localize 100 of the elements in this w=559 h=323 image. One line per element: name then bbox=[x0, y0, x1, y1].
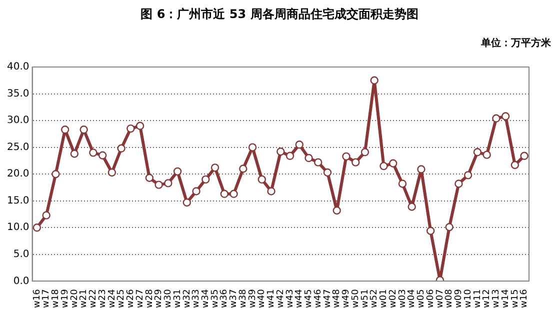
x-tick-label: w50 bbox=[350, 288, 361, 308]
point bbox=[398, 180, 407, 188]
x-tick-label: w01 bbox=[379, 289, 390, 308]
x-tick-label: w42 bbox=[276, 289, 286, 308]
x-tick-label: w34 bbox=[201, 288, 211, 308]
point bbox=[286, 152, 294, 160]
x-tick-label: w51 bbox=[360, 289, 370, 308]
x-tick-label: w06 bbox=[426, 288, 436, 308]
x-tick-label: w08 bbox=[444, 288, 455, 308]
point bbox=[80, 126, 88, 134]
point bbox=[267, 187, 276, 196]
x-tick-label: w14 bbox=[500, 288, 511, 308]
x-tick-label: w46 bbox=[313, 288, 324, 308]
point bbox=[145, 174, 154, 182]
x-tick-label: w45 bbox=[304, 289, 314, 308]
y-tick-label: 35.0 bbox=[7, 88, 30, 100]
y-tick-label: 10.0 bbox=[7, 222, 30, 234]
x-tick-label: w49 bbox=[342, 288, 352, 308]
x-tick-label: w47 bbox=[322, 289, 333, 308]
x-tick-label: w52 bbox=[370, 289, 380, 308]
x-tick-label: w28 bbox=[144, 288, 155, 308]
point bbox=[202, 175, 210, 184]
chart-title: 图 6：广州市近 53 周各周商品住宅成交面积走势图 bbox=[140, 6, 420, 23]
text: 单位：万平方米 bbox=[481, 36, 551, 50]
x-tick-label: w07 bbox=[435, 289, 446, 308]
point bbox=[445, 223, 454, 232]
x-tick-label: w38 bbox=[238, 288, 248, 308]
x-tick-label: w11 bbox=[472, 289, 483, 308]
x-tick-label: w04 bbox=[407, 288, 418, 308]
point bbox=[380, 162, 388, 170]
x-tick-label: w05 bbox=[416, 289, 427, 308]
x-tick-label: w44 bbox=[294, 288, 305, 308]
point bbox=[258, 175, 266, 184]
x-tick-label: w18 bbox=[51, 288, 62, 308]
point bbox=[230, 190, 238, 198]
point bbox=[510, 160, 520, 170]
x-tick-label: w41 bbox=[266, 289, 277, 308]
x-tick-label: w20 bbox=[70, 288, 80, 308]
point bbox=[98, 151, 107, 160]
x-tick-label: w23 bbox=[98, 289, 108, 308]
point bbox=[239, 164, 248, 173]
x-tick-label: w16 bbox=[520, 288, 530, 308]
point bbox=[389, 159, 398, 168]
point bbox=[304, 154, 313, 162]
point bbox=[42, 211, 50, 220]
point bbox=[182, 198, 192, 207]
point bbox=[426, 226, 435, 235]
y-tick-label: 0.0 bbox=[13, 276, 30, 287]
point bbox=[482, 150, 491, 159]
point bbox=[126, 124, 135, 133]
point bbox=[473, 148, 482, 156]
x-tick-label: w22 bbox=[88, 289, 99, 308]
point bbox=[360, 148, 370, 156]
x-tick-label: w36 bbox=[220, 288, 230, 308]
point bbox=[210, 164, 220, 172]
x-tick-label: w43 bbox=[285, 289, 296, 308]
point bbox=[70, 150, 79, 158]
point bbox=[370, 76, 378, 84]
y-tick-label: 20.0 bbox=[7, 168, 30, 180]
x-tick-label: w19 bbox=[60, 288, 70, 308]
x-tick-label: w09 bbox=[454, 288, 464, 308]
point bbox=[314, 158, 322, 166]
y-tick-label: 30.0 bbox=[7, 115, 30, 126]
point bbox=[52, 170, 60, 178]
point bbox=[501, 112, 510, 120]
point bbox=[117, 144, 126, 152]
x-tick-label: w29 bbox=[154, 288, 164, 308]
point bbox=[323, 168, 332, 177]
x-tick-label: w40 bbox=[257, 288, 268, 308]
y-tick-label: 15.0 bbox=[7, 195, 30, 206]
point bbox=[332, 206, 341, 215]
x-tick-label: w48 bbox=[332, 288, 342, 308]
x-tick-label: w35 bbox=[210, 289, 220, 308]
x-tick-label: w13 bbox=[492, 289, 502, 308]
point bbox=[352, 158, 360, 166]
x-tick-label: w24 bbox=[107, 288, 118, 308]
x-tick-label: w16 bbox=[32, 288, 42, 308]
x-tick-label: w37 bbox=[229, 289, 240, 308]
point bbox=[408, 202, 416, 211]
point bbox=[417, 165, 426, 174]
y-tick-label: 5.0 bbox=[13, 249, 30, 260]
x-tick-label: w12 bbox=[482, 289, 492, 308]
x-tick-label: w25 bbox=[116, 289, 127, 308]
point bbox=[173, 167, 182, 176]
x-tick-label: w39 bbox=[248, 288, 258, 308]
x-tick-label: w33 bbox=[192, 289, 202, 308]
point bbox=[464, 171, 472, 180]
x-tick-label: w31 bbox=[172, 289, 183, 308]
y-tick-label: 40.0 bbox=[7, 62, 30, 73]
point bbox=[136, 122, 144, 130]
point bbox=[89, 148, 98, 157]
point bbox=[492, 114, 500, 123]
point bbox=[32, 224, 42, 232]
x-tick-label: w32 bbox=[182, 289, 192, 308]
point bbox=[108, 168, 116, 177]
x-tick-label: w02 bbox=[388, 289, 398, 308]
x-tick-label: w10 bbox=[463, 288, 474, 308]
x-tick-label: w17 bbox=[42, 289, 52, 308]
y-tick-label: 25.0 bbox=[7, 142, 30, 153]
point bbox=[192, 187, 200, 196]
